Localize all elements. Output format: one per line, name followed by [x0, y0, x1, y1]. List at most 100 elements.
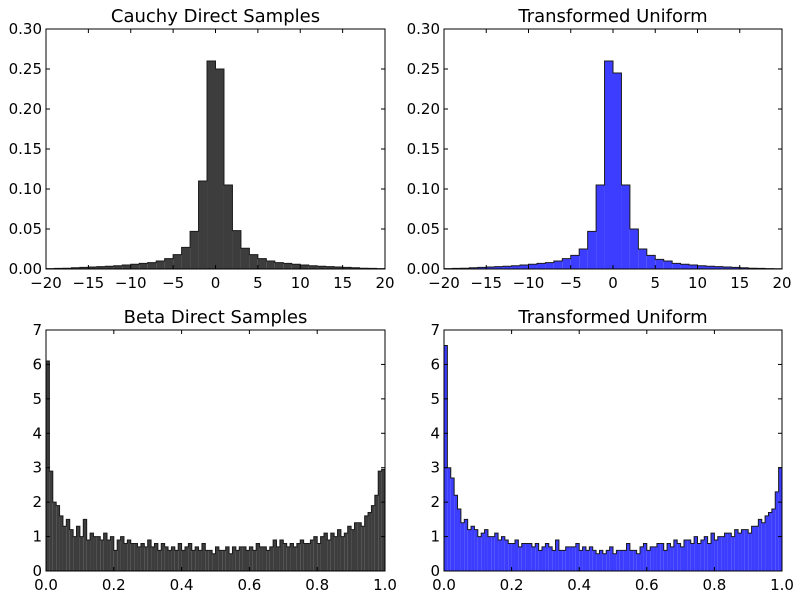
histogram-bar: [90, 533, 94, 571]
histogram-bar: [542, 546, 546, 571]
histogram-bar: [672, 263, 681, 269]
y-tick-label: 0.10: [407, 180, 440, 198]
histogram-bar: [147, 262, 157, 269]
y-tick-label: 7: [32, 321, 42, 339]
histogram-bar: [46, 360, 50, 571]
histogram-outline: [443, 344, 783, 571]
histogram-bar: [481, 533, 485, 571]
histogram-bar: [296, 543, 301, 571]
axes-frame: [443, 329, 783, 572]
histogram-bar: [689, 265, 698, 269]
histogram-bar: [477, 536, 482, 571]
histogram-bar: [100, 540, 104, 571]
histogram-bar: [545, 262, 554, 269]
y-tick-label: 0: [32, 562, 42, 580]
histogram-bar: [650, 546, 654, 571]
histogram-bar: [107, 540, 111, 571]
histogram-bar: [190, 231, 199, 269]
histogram-bar: [130, 543, 135, 571]
histogram-bar: [229, 553, 233, 571]
histogram-bar: [378, 471, 382, 571]
histogram-bar: [71, 267, 80, 269]
histogram-bar: [300, 265, 309, 269]
histogram-bar: [552, 550, 556, 571]
histogram-bar: [680, 546, 684, 571]
histogram-bar: [731, 267, 740, 269]
histogram-bar: [697, 543, 701, 571]
y-tick-label: 6: [430, 355, 440, 373]
histogram-bar: [122, 265, 131, 269]
histogram-bar: [351, 267, 360, 269]
histogram-bar: [157, 550, 162, 571]
histogram-bar: [508, 543, 512, 571]
histogram-bar: [457, 509, 461, 571]
histogram-bar: [207, 61, 216, 269]
histogram-bar: [168, 550, 172, 571]
histogram-bar: [511, 543, 515, 571]
histogram-outline: [45, 60, 386, 270]
histogram-bar: [310, 540, 314, 571]
histogram-bar: [188, 543, 192, 571]
histogram-bar: [690, 543, 695, 571]
histogram-bar: [232, 230, 241, 269]
histogram-bar: [734, 529, 739, 571]
histogram-bar: [347, 526, 352, 571]
x-tick-label: 5: [253, 274, 263, 292]
histogram-bar: [741, 529, 745, 571]
histogram-bar: [73, 536, 77, 571]
histogram-bar: [477, 267, 487, 269]
histogram-bar: [313, 536, 318, 571]
histogram-bar: [765, 515, 769, 571]
histogram-bar: [59, 515, 63, 571]
y-tick-label: 3: [32, 459, 42, 477]
x-tick-label: 0: [211, 274, 221, 292]
histogram-bar: [161, 543, 165, 571]
y-tick-label: 0.15: [9, 140, 42, 158]
histogram-bar: [646, 255, 656, 269]
histogram-bar: [613, 73, 622, 269]
histogram-bar: [66, 519, 70, 571]
histogram-bar: [354, 522, 358, 571]
histogram-bar: [130, 264, 140, 269]
x-tick-label: 15: [730, 274, 749, 292]
histogram-bar: [195, 546, 199, 571]
histogram-bar: [364, 515, 369, 571]
y-tick-label: 3: [430, 459, 440, 477]
histogram-bar: [154, 543, 158, 571]
histogram-bar: [748, 533, 752, 571]
histogram-bar: [569, 546, 573, 571]
histogram-bar: [256, 543, 260, 571]
histogram-bar: [722, 267, 732, 269]
histogram-bar: [291, 264, 301, 269]
histogram-bar: [606, 550, 610, 571]
histogram-bar: [117, 540, 121, 571]
histogram-bar: [655, 259, 664, 269]
histogram-bar: [599, 550, 603, 571]
histogram-bar: [344, 533, 348, 571]
histogram-bar: [467, 529, 472, 571]
chart-panel: 0.0 0.2 0.4 0.6 0.8 1.0 0 1 2 3 4 5 6 7 Beta Direct Sa…: [32, 307, 396, 594]
histogram-bar: [274, 262, 284, 269]
histogram-bar: [714, 266, 723, 269]
y-tick-label: 1: [430, 528, 440, 546]
histogram-bar: [704, 536, 708, 571]
histogram-bar: [579, 249, 588, 269]
histogram-bar: [79, 536, 84, 571]
histogram-bar: [619, 550, 624, 571]
histogram-bar: [629, 229, 639, 269]
x-tick-label: 0.0: [432, 576, 456, 594]
histogram-bar: [273, 540, 277, 571]
histogram-bar: [558, 550, 563, 571]
histogram-bar: [536, 263, 546, 269]
histogram-bar: [579, 550, 583, 571]
histogram-bar: [484, 529, 488, 571]
histogram-bar: [656, 543, 661, 571]
chart-title: Transformed Uniform: [517, 307, 707, 328]
histogram-bar: [486, 267, 495, 269]
histogram-bar: [450, 478, 455, 571]
histogram-bar: [225, 546, 230, 571]
y-tick-label: 0.20: [9, 100, 42, 118]
histogram-bar: [147, 540, 152, 571]
histogram-bar: [604, 61, 613, 269]
histogram-bar: [361, 526, 365, 571]
